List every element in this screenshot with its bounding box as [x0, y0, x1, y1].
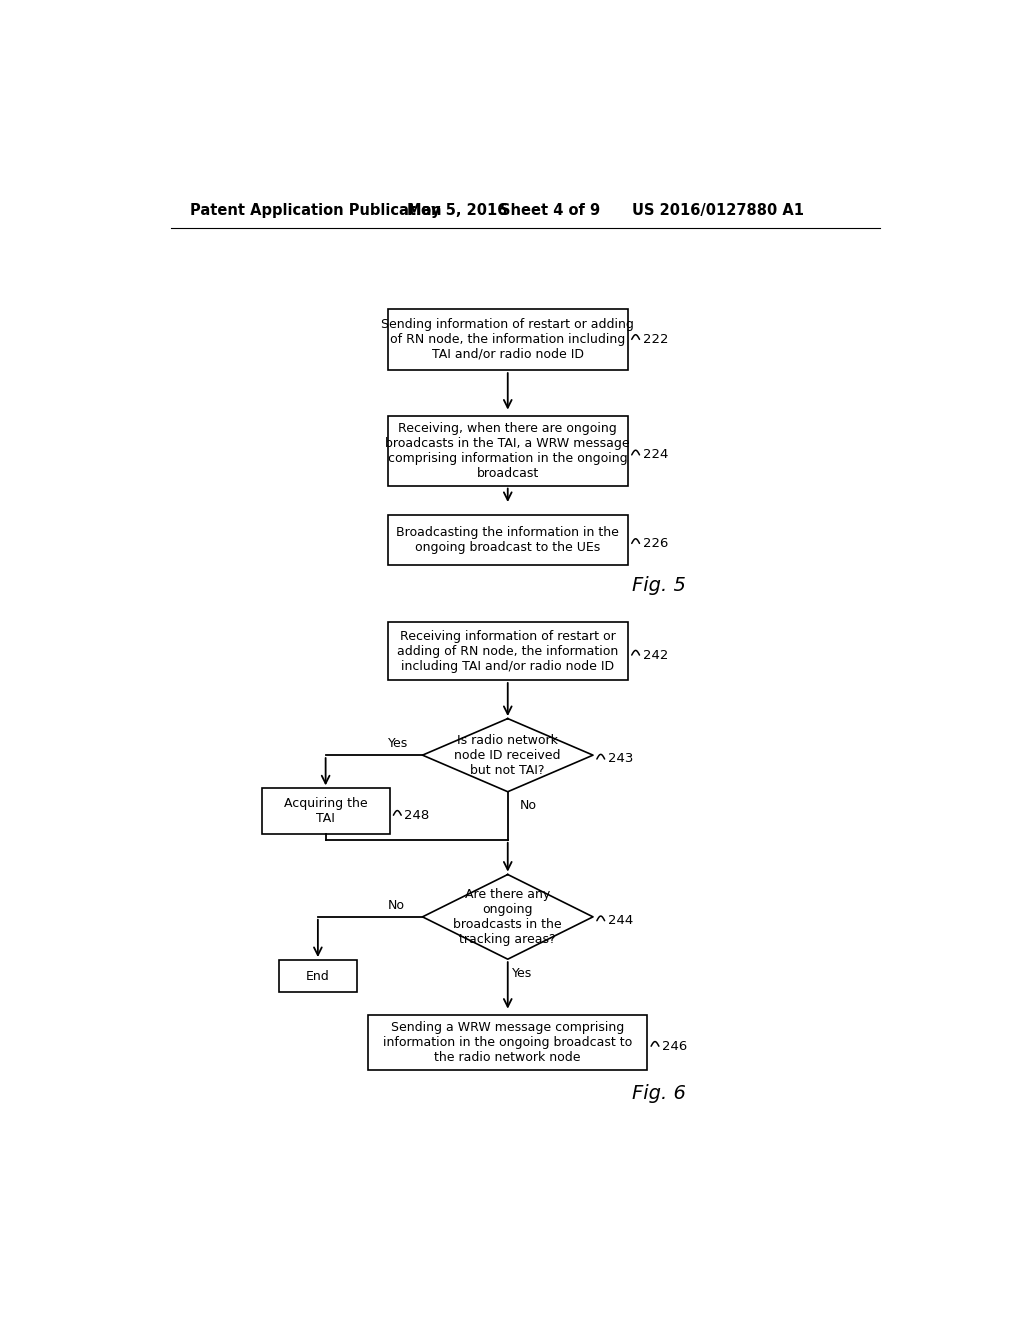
Text: 248: 248: [404, 809, 429, 822]
Text: Fig. 6: Fig. 6: [632, 1085, 686, 1104]
Bar: [280, 960, 356, 993]
Bar: [388, 309, 628, 370]
Text: Patent Application Publication: Patent Application Publication: [190, 203, 441, 218]
Text: Sending a WRW message comprising
information in the ongoing broadcast to
the rad: Sending a WRW message comprising informa…: [383, 1020, 633, 1064]
Text: No: No: [519, 799, 537, 812]
Text: 246: 246: [662, 1040, 687, 1053]
Text: Receiving information of restart or
adding of RN node, the information
including: Receiving information of restart or addi…: [397, 630, 618, 673]
Text: 243: 243: [607, 752, 633, 766]
Text: Yes: Yes: [512, 966, 531, 979]
Text: Is radio network
node ID received
but not TAI?: Is radio network node ID received but no…: [455, 734, 561, 776]
Text: US 2016/0127880 A1: US 2016/0127880 A1: [632, 203, 804, 218]
Text: Sending information of restart or adding
of RN node, the information including
T: Sending information of restart or adding…: [381, 318, 634, 360]
Text: Sheet 4 of 9: Sheet 4 of 9: [500, 203, 600, 218]
Text: End: End: [306, 970, 330, 982]
Text: Are there any
ongoing
broadcasts in the
tracking areas?: Are there any ongoing broadcasts in the …: [454, 888, 562, 946]
Bar: [388, 416, 628, 486]
Text: 224: 224: [643, 449, 668, 462]
Text: 242: 242: [643, 648, 668, 661]
Text: Receiving, when there are ongoing
broadcasts in the TAI, a WRW message
comprisin: Receiving, when there are ongoing broadc…: [385, 422, 630, 480]
Text: May 5, 2016: May 5, 2016: [407, 203, 507, 218]
Text: Acquiring the
TAI: Acquiring the TAI: [284, 797, 368, 825]
Text: 222: 222: [643, 333, 668, 346]
Text: Fig. 5: Fig. 5: [632, 577, 686, 595]
Bar: [388, 515, 628, 565]
Text: 226: 226: [643, 537, 668, 550]
Text: Yes: Yes: [388, 737, 408, 750]
Text: Broadcasting the information in the
ongoing broadcast to the UEs: Broadcasting the information in the ongo…: [396, 525, 620, 553]
Bar: [369, 1015, 647, 1071]
Text: No: No: [388, 899, 404, 912]
Text: 244: 244: [607, 915, 633, 927]
Bar: [388, 622, 628, 680]
Bar: [262, 788, 389, 834]
